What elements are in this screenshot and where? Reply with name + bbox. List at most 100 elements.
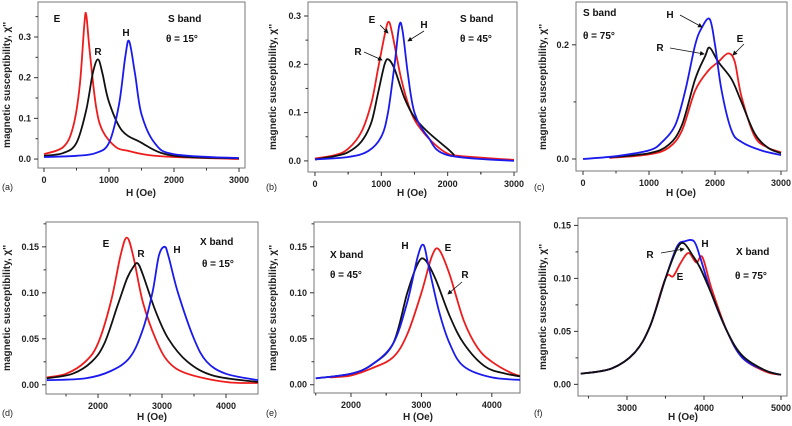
x-tick-label: 4000 xyxy=(694,403,714,413)
y-axis-title: magnetic susceptibility, χ'' xyxy=(2,22,13,148)
band-label: S band xyxy=(583,8,616,19)
plot-frame xyxy=(45,221,259,395)
y-axis-title: magnetic susceptibility, χ'' xyxy=(538,244,549,370)
band-label: X band xyxy=(736,247,769,258)
series-line-H xyxy=(580,239,782,376)
x-tick-label: 2000 xyxy=(164,175,184,185)
series-label-H: H xyxy=(401,241,408,252)
y-tick-label: 0.0 xyxy=(18,154,31,164)
series-label-H: H xyxy=(173,245,180,256)
series-label-R: R xyxy=(461,270,469,281)
chart-panel-b: 0 1000 2000 3000 0.0 0.1 0.2 0.3 H (Oe) magnetic … xyxy=(266,1,524,199)
x-tick-label: 3000 xyxy=(771,178,791,188)
x-axis-title: H (Oe) xyxy=(126,188,156,199)
series-line-R xyxy=(609,46,782,159)
y-tick-label: 0.10 xyxy=(553,273,571,283)
annotation-arrow-R xyxy=(363,51,383,61)
panel-letter: (b) xyxy=(266,182,277,192)
angle-label: θ = 75° xyxy=(583,31,615,42)
series-line-H xyxy=(43,39,240,160)
series-label-E: E xyxy=(54,14,61,25)
y-tick-label: 0.2 xyxy=(556,40,569,50)
series-label-H: H xyxy=(666,10,673,21)
series-label-E: E xyxy=(677,272,684,283)
y-tick-label: 0.10 xyxy=(289,288,307,298)
plot-frame xyxy=(313,221,521,394)
series-group xyxy=(43,11,240,160)
panel-letter: (a) xyxy=(2,182,13,192)
panel-letter: (f) xyxy=(534,408,543,418)
x-axis-title: H (Oe) xyxy=(666,188,696,199)
x-tick-label: 5000 xyxy=(771,403,791,413)
y-tick-label: 0.2 xyxy=(18,73,31,83)
y-axis-title: magnetic susceptibility, χ'' xyxy=(268,245,279,371)
series-group xyxy=(46,236,258,384)
plot-frame xyxy=(307,1,518,173)
series-label-E: E xyxy=(369,15,376,26)
series-label-E: E xyxy=(445,243,452,254)
x-tick-label: 3000 xyxy=(229,175,249,185)
y-tick-label: 0.05 xyxy=(21,334,39,344)
series-line-R xyxy=(580,242,782,376)
series-line-H xyxy=(315,243,520,381)
chart-panel-d: 2000 3000 4000 0.00 0.05 0.10 0.15 H (Oe) magnet… xyxy=(2,221,259,423)
series-label-H: H xyxy=(420,20,427,31)
series-line-R xyxy=(43,58,240,160)
x-tick-label: 0 xyxy=(41,175,46,185)
series-group xyxy=(580,239,782,376)
series-line-R xyxy=(46,262,258,383)
y-tick-label: 0.05 xyxy=(289,334,307,344)
y-axis-title: magnetic susceptibility, χ'' xyxy=(2,245,13,371)
x-tick-label: 3000 xyxy=(411,400,431,410)
plot-frame xyxy=(577,217,788,397)
annotation-arrow-H xyxy=(407,30,425,42)
x-tick-label: 3000 xyxy=(617,403,637,413)
series-line-H xyxy=(314,21,515,162)
x-tick-label: 2000 xyxy=(705,178,725,188)
x-tick-label: 2000 xyxy=(438,179,458,189)
y-tick-label: 0.3 xyxy=(18,32,31,42)
band-label: X band xyxy=(200,237,233,248)
x-axis-title: H (Oe) xyxy=(397,188,427,199)
x-tick-label: 1000 xyxy=(639,178,659,188)
x-tick-label: 2000 xyxy=(341,400,361,410)
series-label-H: H xyxy=(701,239,708,250)
series-line-H xyxy=(46,245,258,382)
panel-letter: (e) xyxy=(266,408,277,418)
series-line-E xyxy=(329,247,520,379)
x-tick-label: 3000 xyxy=(504,179,524,189)
series-label-R: R xyxy=(646,250,654,261)
y-tick-label: 0.10 xyxy=(21,288,39,298)
y-tick-label: 0.00 xyxy=(553,379,571,389)
series-label-R: R xyxy=(354,47,362,58)
band-label: S band xyxy=(460,14,493,25)
angle-label: θ = 75° xyxy=(735,271,767,282)
series-line-E xyxy=(609,52,782,159)
y-tick-label: 0.15 xyxy=(553,220,571,230)
x-tick-label: 0 xyxy=(312,179,317,189)
annotation-arrow-R xyxy=(447,281,463,295)
y-tick-label: 0.15 xyxy=(289,242,307,252)
series-line-R xyxy=(314,58,455,161)
series-group xyxy=(314,20,515,162)
annotation-arrow-R xyxy=(669,47,705,56)
chart-panel-a: 0 1000 2000 3000 0.0 0.1 0.2 0.3 H (Oe) magnetic … xyxy=(2,1,249,199)
y-tick-label: 0.00 xyxy=(21,380,39,390)
y-tick-label: 0.0 xyxy=(556,154,569,164)
y-tick-label: 0.3 xyxy=(288,11,301,21)
x-tick-label: 4000 xyxy=(216,401,236,411)
y-tick-label: 0.1 xyxy=(18,113,31,123)
angle-label: θ = 15° xyxy=(166,34,198,45)
series-label-E: E xyxy=(103,239,110,250)
annotation-arrow-R xyxy=(660,247,685,254)
series-label-H: H xyxy=(122,28,129,39)
plot-frame xyxy=(575,1,788,172)
y-axis-title: magnetic susceptibility, χ'' xyxy=(538,24,549,150)
series-line-H xyxy=(582,17,782,160)
x-axis-title: H (Oe) xyxy=(403,412,433,423)
panel-letter: (d) xyxy=(2,408,13,418)
y-tick-label: 0.00 xyxy=(289,380,307,390)
angle-label: θ = 15° xyxy=(202,259,234,270)
x-tick-label: 2000 xyxy=(88,401,108,411)
